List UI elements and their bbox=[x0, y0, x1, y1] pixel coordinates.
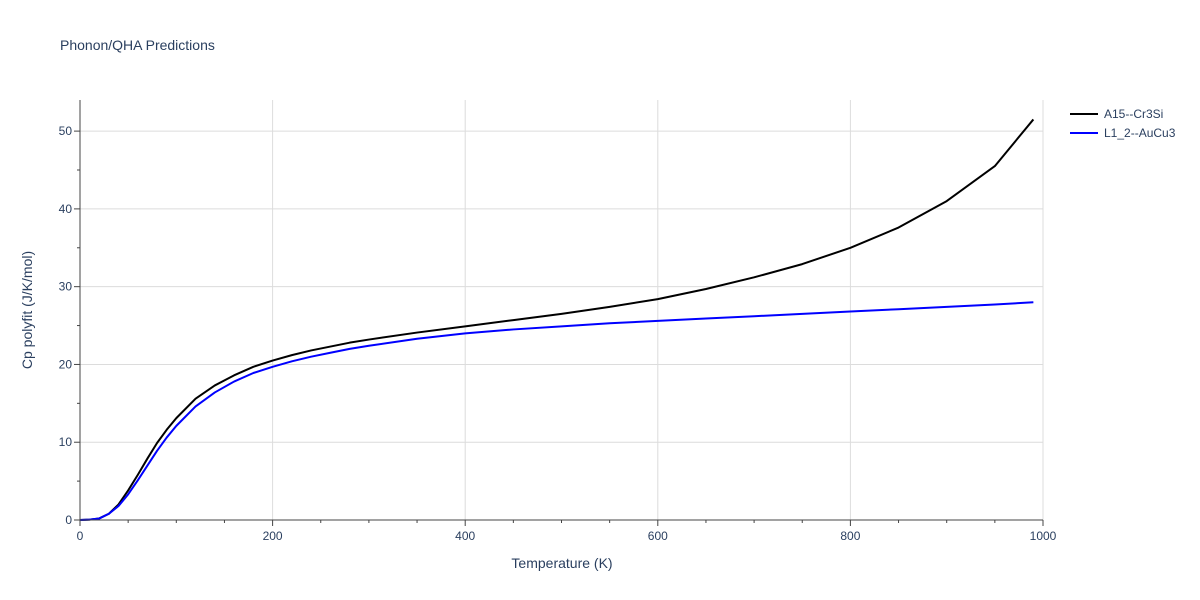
x-tick-label: 400 bbox=[455, 529, 475, 543]
chart-title: Phonon/QHA Predictions bbox=[60, 37, 215, 53]
x-axis-title: Temperature (K) bbox=[511, 555, 612, 571]
y-tick-label: 0 bbox=[65, 513, 72, 527]
x-tick-label: 200 bbox=[263, 529, 283, 543]
legend-label: L1_2--AuCu3 bbox=[1104, 126, 1176, 140]
x-tick-label: 1000 bbox=[1030, 529, 1057, 543]
y-tick-label: 30 bbox=[59, 280, 73, 294]
y-tick-label: 10 bbox=[59, 435, 73, 449]
y-tick-label: 40 bbox=[59, 202, 73, 216]
y-tick-label: 20 bbox=[59, 357, 73, 371]
series-lines bbox=[79, 118, 1035, 521]
x-tick-label: 0 bbox=[77, 529, 84, 543]
legend[interactable]: A15--Cr3Si L1_2--AuCu3 bbox=[1070, 107, 1176, 140]
legend-item-1[interactable]: A15--Cr3Si bbox=[1070, 107, 1163, 121]
series-line-1 bbox=[79, 118, 1035, 521]
legend-label: A15--Cr3Si bbox=[1104, 107, 1163, 121]
y-axis-title: Cp polyfit (J/K/mol) bbox=[19, 251, 35, 369]
x-tick-label: 800 bbox=[840, 529, 860, 543]
legend-item-2[interactable]: L1_2--AuCu3 bbox=[1070, 126, 1176, 140]
series-line-2 bbox=[79, 301, 1034, 521]
x-tick-label: 600 bbox=[648, 529, 668, 543]
axes: 0 200 400 600 800 1000 0 10 20 30 40 50 bbox=[59, 100, 1057, 543]
y-tick-label: 50 bbox=[59, 124, 73, 138]
gridlines bbox=[80, 100, 1044, 520]
